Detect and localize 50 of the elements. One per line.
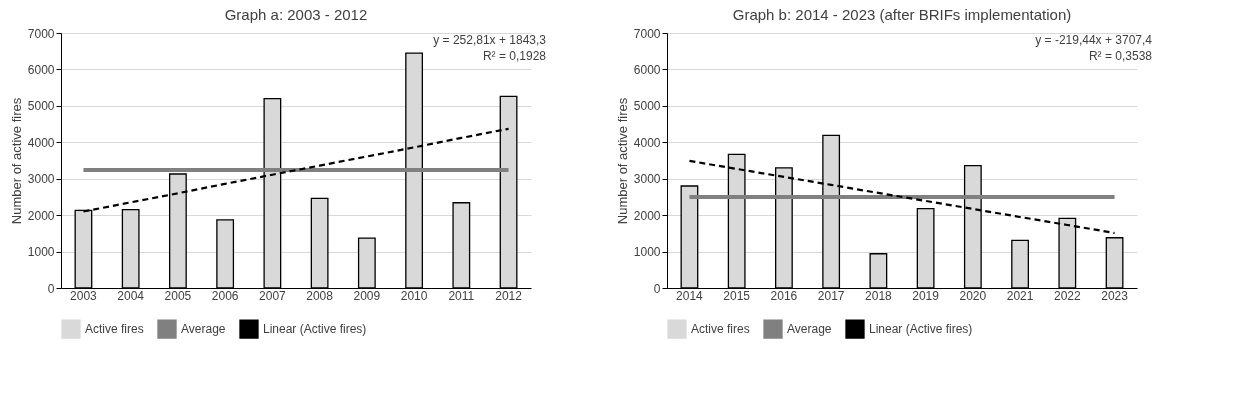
y-axis-title: Number of active fires [8, 97, 24, 225]
y-tick-label: 1000 [633, 245, 661, 260]
x-tick-label: 2021 [1006, 288, 1034, 303]
chart-title: Graph a: 2003 - 2012 [224, 6, 368, 23]
x-tick-label: 2012 [495, 288, 523, 303]
x-tick-label: 2014 [676, 288, 704, 303]
legend-label: Active fires [691, 322, 750, 337]
x-tick-label: 2008 [306, 288, 334, 303]
x-tick-label: 2019 [912, 288, 940, 303]
y-tick-label: 4000 [27, 135, 55, 150]
y-tick-label: 5000 [633, 99, 661, 114]
y-tick-label: 7000 [27, 26, 55, 41]
y-tick-label: 0 [47, 281, 55, 296]
x-tick-label: 2016 [770, 288, 798, 303]
x-tick-label: 2005 [164, 288, 192, 303]
x-tick-label: 2022 [1053, 288, 1081, 303]
y-tick-label: 5000 [27, 99, 55, 114]
legend-label: Average [787, 322, 832, 337]
y-tick-label: 6000 [633, 62, 661, 77]
x-tick-label: 2020 [959, 288, 987, 303]
annotation: y = -219,44x + 3707,4 [1035, 33, 1153, 47]
annotation: R² = 0,3538 [1088, 49, 1153, 63]
x-tick-label: 2004 [117, 288, 145, 303]
chart-title: Graph b: 2014 - 2023 (after BRIFs implementation) [732, 6, 1072, 23]
x-tick-label: 2023 [1101, 288, 1129, 303]
y-tick-label: 2000 [27, 208, 55, 223]
legend-label: Linear (Active fires) [263, 322, 367, 337]
legend-label: Active fires [85, 322, 144, 337]
y-tick-label: 2000 [633, 208, 661, 223]
y-tick-label: 7000 [633, 26, 661, 41]
annotation: y = 252,81x + 1843,3 [433, 33, 547, 47]
x-tick-label: 2003 [70, 288, 98, 303]
x-tick-label: 2006 [211, 288, 239, 303]
x-tick-label: 2007 [259, 288, 287, 303]
x-tick-label: 2009 [353, 288, 381, 303]
annotation: R² = 0,1928 [482, 49, 547, 63]
x-tick-label: 2015 [723, 288, 751, 303]
x-tick-label: 2010 [400, 288, 428, 303]
y-tick-label: 4000 [633, 135, 661, 150]
y-axis-title: Number of active fires [614, 97, 630, 225]
legend-label: Average [181, 322, 226, 337]
x-tick-label: 2011 [448, 288, 475, 303]
legend-label: Linear (Active fires) [869, 322, 973, 337]
y-tick-label: 3000 [27, 172, 55, 187]
y-tick-label: 3000 [633, 172, 661, 187]
x-tick-label: 2017 [817, 288, 845, 303]
x-tick-label: 2018 [865, 288, 893, 303]
y-tick-label: 0 [653, 281, 661, 296]
y-tick-label: 1000 [27, 245, 55, 260]
y-tick-label: 6000 [27, 62, 55, 77]
